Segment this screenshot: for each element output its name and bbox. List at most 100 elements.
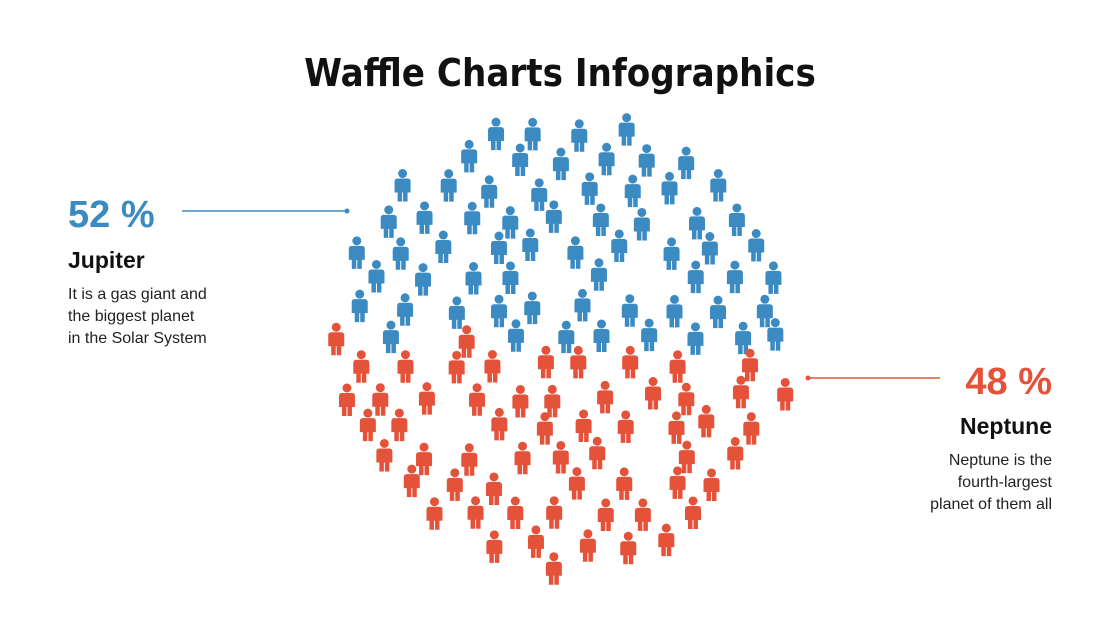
description: the biggest planet xyxy=(68,308,195,325)
person-icon xyxy=(633,207,650,241)
person-icon xyxy=(620,531,637,565)
person-icon xyxy=(536,412,553,445)
description: It is a gas giant and xyxy=(68,286,207,303)
person-icon xyxy=(382,320,399,354)
person-icon xyxy=(527,525,544,558)
person-icon xyxy=(669,466,686,499)
person-icon xyxy=(426,497,443,530)
person-icon xyxy=(481,175,498,208)
person-icon xyxy=(727,437,744,470)
waffle-group xyxy=(328,322,794,585)
person-icon xyxy=(484,349,501,383)
person-icon xyxy=(359,408,376,442)
series-name: Jupiter xyxy=(68,247,145,273)
person-icon xyxy=(488,117,505,151)
person-icon xyxy=(524,117,541,151)
person-icon xyxy=(571,119,588,152)
leader-dot xyxy=(344,208,350,214)
person-icon xyxy=(658,523,675,557)
series-name: Neptune xyxy=(960,413,1052,439)
person-icon xyxy=(685,496,702,529)
person-icon xyxy=(461,443,478,476)
person-icon xyxy=(611,229,628,262)
person-icon xyxy=(732,375,749,409)
person-icon xyxy=(338,383,355,416)
person-icon xyxy=(663,237,680,270)
person-icon xyxy=(581,172,598,205)
description: in the Solar System xyxy=(68,330,207,347)
person-icon xyxy=(376,438,393,472)
person-icon xyxy=(641,318,658,352)
value-label: 48 % xyxy=(965,361,1052,403)
person-icon xyxy=(512,143,529,177)
person-icon xyxy=(597,380,614,414)
person-icon xyxy=(742,348,759,382)
person-icon xyxy=(512,384,529,418)
person-icon xyxy=(545,200,562,233)
person-icon xyxy=(645,377,662,410)
person-icon xyxy=(574,288,591,322)
person-icon xyxy=(380,205,397,238)
waffle-group xyxy=(348,113,784,355)
person-icon xyxy=(678,146,695,180)
description: fourth-largest xyxy=(958,474,1053,491)
person-icon xyxy=(446,468,463,501)
person-icon xyxy=(415,263,432,296)
person-icon xyxy=(661,171,678,205)
person-icon xyxy=(391,408,408,442)
person-icon xyxy=(328,322,345,356)
person-icon xyxy=(621,294,638,327)
person-icon xyxy=(558,320,575,354)
person-icon xyxy=(502,261,519,294)
person-icon xyxy=(638,144,655,177)
person-icon xyxy=(701,232,718,265)
person-icon xyxy=(748,229,765,262)
person-icon xyxy=(589,436,606,470)
person-icon xyxy=(507,319,524,352)
person-icon xyxy=(531,178,548,211)
person-icon xyxy=(469,383,486,416)
person-icon xyxy=(666,294,683,328)
series-0-legend: 52 % Jupiter It is a gas giant and the b… xyxy=(68,194,350,347)
person-icon xyxy=(544,384,561,418)
person-icon xyxy=(767,318,784,351)
person-icon xyxy=(726,260,743,294)
person-icon xyxy=(465,262,482,295)
person-icon xyxy=(735,321,752,355)
person-icon xyxy=(546,496,563,529)
person-icon xyxy=(524,291,541,325)
person-icon xyxy=(617,410,634,443)
person-icon xyxy=(392,237,409,270)
person-icon xyxy=(703,468,720,501)
person-icon xyxy=(507,496,524,530)
description: planet of them all xyxy=(930,496,1052,513)
person-icon xyxy=(567,236,584,269)
person-icon xyxy=(570,345,587,379)
person-icon xyxy=(491,407,508,441)
person-icon xyxy=(467,496,484,529)
person-icon xyxy=(568,467,585,500)
person-icon xyxy=(598,142,615,176)
description: Neptune is the xyxy=(949,452,1052,469)
leader-dot xyxy=(805,375,811,381)
person-icon xyxy=(622,345,639,379)
person-icon xyxy=(579,529,596,562)
person-icon xyxy=(678,440,695,474)
person-icon xyxy=(372,383,389,416)
person-icon xyxy=(397,350,414,383)
value-label: 52 % xyxy=(68,194,155,236)
person-icon xyxy=(575,409,592,443)
person-icon xyxy=(368,259,385,293)
person-icon xyxy=(743,412,760,445)
person-icon xyxy=(593,319,610,353)
person-icon xyxy=(440,169,457,202)
person-icon xyxy=(687,260,704,294)
person-icon xyxy=(491,294,508,328)
person-icon xyxy=(351,289,368,323)
person-icon xyxy=(522,228,539,261)
person-icon xyxy=(756,294,773,328)
person-icon xyxy=(698,404,715,438)
person-icon xyxy=(486,530,503,563)
series-1-legend: 48 % Neptune Neptune is the fourth-large… xyxy=(805,361,1053,513)
